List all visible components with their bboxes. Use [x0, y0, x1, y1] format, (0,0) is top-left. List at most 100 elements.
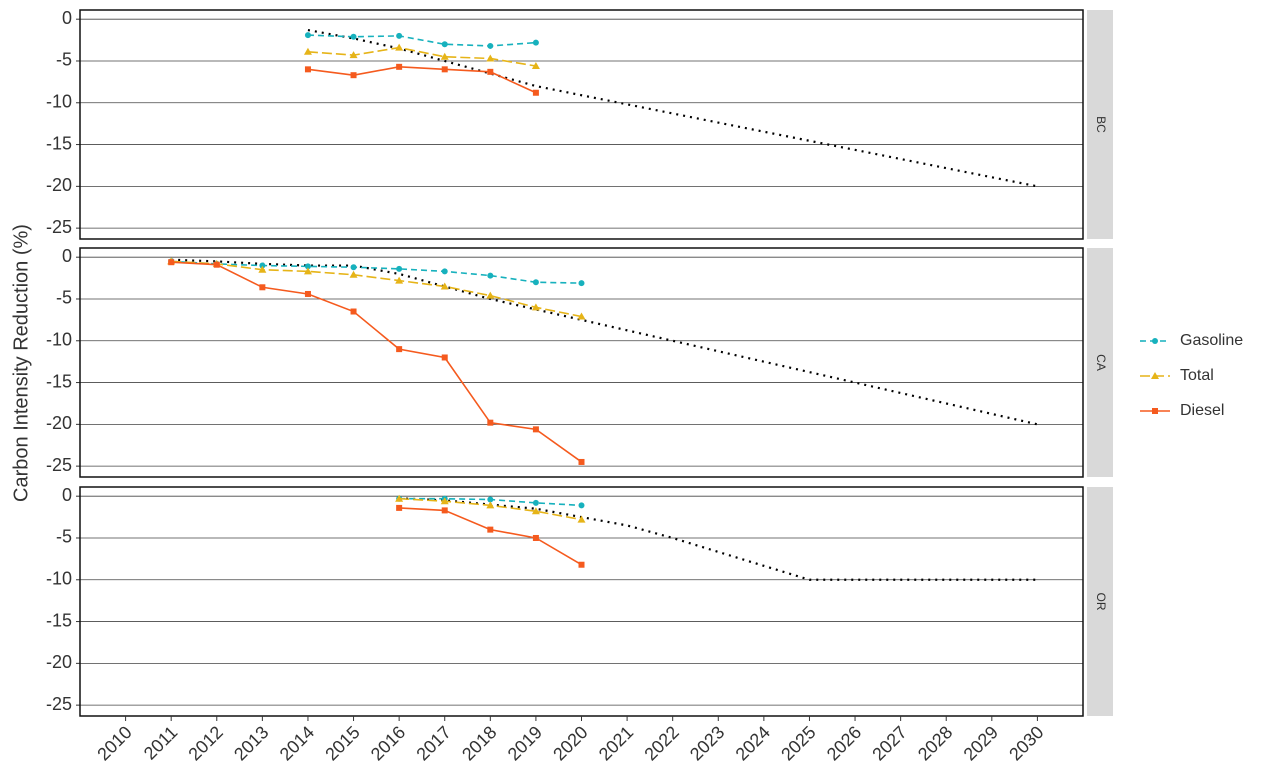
- target-line: [171, 258, 1038, 426]
- x-tick-label: 2024: [732, 722, 774, 764]
- y-tick-label: 0: [62, 8, 72, 28]
- series-line: [171, 261, 582, 463]
- facet-strip: [1087, 487, 1113, 716]
- x-tick-label: 2020: [549, 722, 591, 764]
- y-tick-label: 0: [62, 485, 72, 505]
- point: [486, 54, 495, 62]
- point: [441, 41, 448, 48]
- point: [168, 259, 175, 266]
- point: [303, 267, 312, 275]
- point: [532, 279, 539, 286]
- y-tick-label: -10: [46, 92, 72, 112]
- point: [350, 264, 357, 271]
- point: [396, 504, 403, 511]
- y-tick-label: -20: [46, 652, 72, 672]
- series-line: [307, 46, 537, 67]
- x-tick-label: 2017: [412, 722, 454, 764]
- x-tick-label: 2011: [140, 722, 182, 764]
- y-tick-label: -20: [46, 175, 72, 195]
- point: [396, 63, 403, 70]
- point: [350, 33, 357, 40]
- point: [349, 51, 358, 59]
- point: [531, 303, 540, 311]
- x-tick-label: 2021: [595, 722, 637, 764]
- point: [396, 32, 403, 39]
- point: [396, 346, 403, 353]
- point: [350, 308, 357, 315]
- point: [487, 42, 494, 49]
- x-tick-label: 2029: [960, 722, 1002, 764]
- x-tick-label: 2012: [185, 722, 227, 764]
- point: [487, 68, 494, 75]
- y-tick-label: -15: [46, 610, 72, 630]
- point: [441, 66, 448, 73]
- x-tick-label: 2019: [504, 722, 546, 764]
- point: [487, 272, 494, 279]
- x-tick-label: 2015: [321, 722, 363, 764]
- x-tick-label: 2027: [868, 722, 910, 764]
- point: [350, 72, 357, 79]
- point: [487, 419, 494, 426]
- x-tick-label: 2016: [367, 722, 409, 764]
- point: [578, 280, 585, 287]
- point: [259, 262, 266, 269]
- point: [441, 354, 448, 361]
- target-line: [399, 497, 1038, 581]
- legend-marker: [1152, 408, 1158, 414]
- point: [531, 61, 540, 69]
- point: [532, 426, 539, 433]
- x-tick-label: 2018: [458, 722, 500, 764]
- point: [259, 284, 266, 291]
- x-tick-label: 2023: [686, 722, 728, 764]
- y-tick-label: -25: [46, 217, 72, 237]
- y-tick-label: -20: [46, 413, 72, 433]
- point: [304, 32, 311, 39]
- point: [258, 265, 267, 273]
- point: [577, 312, 586, 320]
- point: [396, 265, 403, 272]
- y-tick-label: -5: [56, 50, 72, 70]
- legend-label: Diesel: [1180, 402, 1224, 419]
- x-tick-label: 2010: [93, 722, 135, 764]
- point: [486, 291, 495, 299]
- point: [440, 497, 449, 505]
- y-tick-label: -5: [56, 288, 72, 308]
- point: [395, 43, 404, 51]
- y-tick-label: -15: [46, 371, 72, 391]
- panel-border: [79, 9, 1084, 240]
- point: [578, 458, 585, 465]
- y-tick-label: -25: [46, 694, 72, 714]
- series-line: [307, 34, 536, 47]
- point: [577, 515, 586, 523]
- y-axis-title: Carbon Intensity Reduction (%): [10, 224, 32, 502]
- target-line: [307, 28, 1038, 188]
- point: [578, 561, 585, 568]
- point: [304, 66, 311, 73]
- point: [395, 494, 404, 502]
- series-line: [171, 260, 582, 318]
- point: [304, 263, 311, 270]
- y-tick-label: -10: [46, 569, 72, 589]
- facet-label: OR: [1094, 593, 1108, 611]
- x-tick-label: 2013: [230, 722, 272, 764]
- point: [487, 526, 494, 533]
- point: [440, 52, 449, 60]
- x-tick-label: 2025: [777, 722, 819, 764]
- series-line: [171, 260, 582, 284]
- point: [532, 499, 539, 506]
- point: [531, 507, 540, 515]
- x-tick-label: 2026: [823, 722, 865, 764]
- legend-label: Gasoline: [1180, 332, 1243, 349]
- point: [532, 534, 539, 541]
- facet-strip: [1087, 10, 1113, 239]
- point: [486, 501, 495, 509]
- x-tick-label: 2022: [640, 722, 682, 764]
- y-tick-label: -25: [46, 455, 72, 475]
- y-tick-label: -10: [46, 330, 72, 350]
- point: [487, 496, 494, 503]
- legend-marker: [1152, 338, 1158, 344]
- x-tick-label: 2014: [276, 722, 318, 764]
- point: [304, 290, 311, 297]
- point: [303, 47, 312, 55]
